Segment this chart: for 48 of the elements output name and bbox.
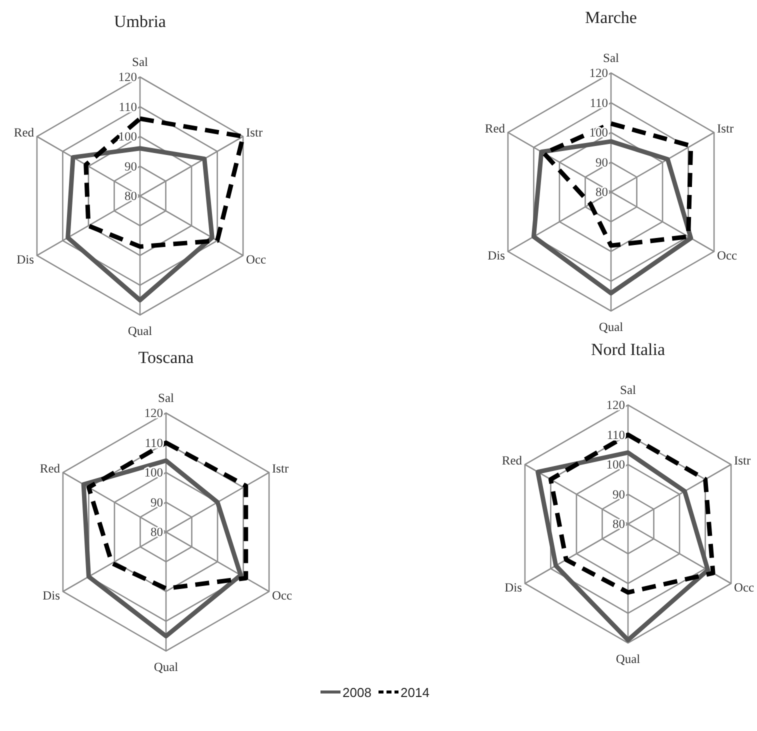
y-tick-label: 100: [144, 466, 163, 480]
spoke-label: Red: [40, 462, 61, 476]
y-tick-label: 100: [606, 458, 625, 472]
spoke-label: Dis: [488, 248, 506, 262]
spoke-label: Dis: [504, 580, 522, 594]
y-tick-label: 80: [596, 185, 608, 199]
spoke-label: Istr: [734, 454, 752, 468]
y-tick-label: 120: [118, 70, 137, 84]
spoke-label: Dis: [16, 252, 34, 266]
spoke-label: Qual: [616, 652, 641, 666]
y-tick-label: 120: [144, 406, 163, 420]
y-tick-label: 90: [612, 487, 625, 502]
y-tick-label: 110: [606, 428, 625, 442]
y-tick-label: 80: [612, 517, 625, 531]
chart-title: Marche: [585, 8, 637, 27]
y-tick-label: 110: [144, 436, 163, 450]
spoke-label: Sal: [603, 51, 620, 65]
y-tick-label: 80: [150, 525, 163, 539]
legend-label: 2014: [400, 685, 430, 700]
y-tick-label: 90: [150, 495, 163, 510]
spoke-label: Occ: [716, 248, 738, 262]
spoke-label: Sal: [158, 391, 175, 405]
spoke-label: Qual: [598, 320, 624, 334]
y-tick-label: 90: [124, 159, 137, 174]
spoke-label: Qual: [128, 324, 153, 338]
spoke-label: Istr: [716, 122, 734, 136]
spoke-label: Occ: [272, 588, 293, 602]
spoke-label: Red: [14, 126, 35, 140]
chart-title: Umbria: [114, 12, 166, 31]
y-tick-label: 90: [596, 155, 608, 170]
spoke-label: Sal: [620, 383, 637, 397]
spoke-label: Dis: [42, 588, 60, 602]
y-tick-label: 110: [590, 96, 608, 110]
y-tick-label: 120: [589, 66, 608, 80]
spoke-label: Occ: [246, 252, 267, 266]
spoke-label: Istr: [272, 462, 290, 476]
spoke-label: Qual: [154, 660, 179, 674]
y-tick-label: 120: [606, 398, 625, 412]
spoke-label: Occ: [734, 580, 755, 594]
spoke-label: Istr: [246, 126, 264, 140]
spoke-label: Sal: [132, 55, 149, 69]
spoke-label: Red: [502, 454, 523, 468]
y-tick-label: 110: [118, 100, 137, 114]
legend-label: 2008: [342, 685, 372, 700]
y-tick-label: 80: [124, 189, 137, 203]
chart-title: Toscana: [138, 348, 194, 367]
spoke-label: Red: [484, 122, 506, 136]
chart-title: Nord Italia: [590, 340, 666, 359]
